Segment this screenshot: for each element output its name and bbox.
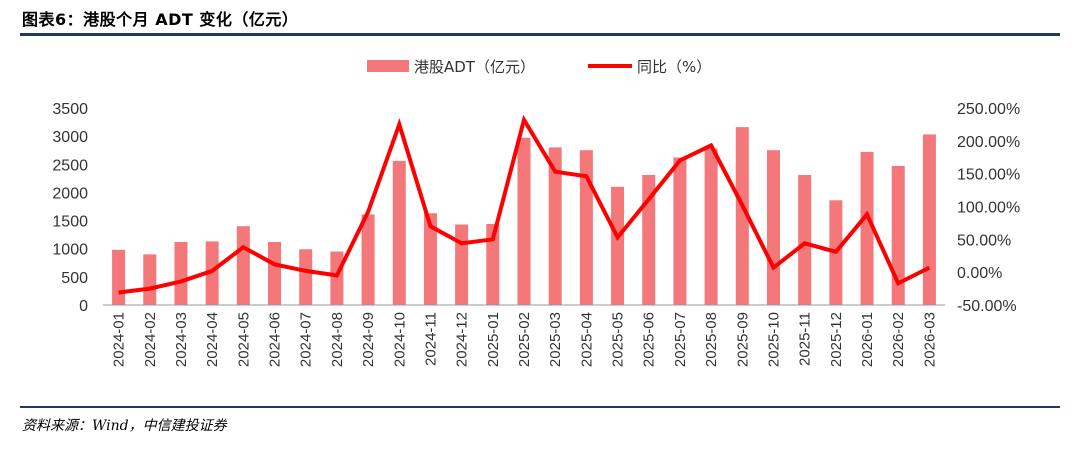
x-tick-label: 2026-01 bbox=[859, 312, 876, 367]
adt-bar bbox=[236, 226, 250, 305]
figure-title: 图表6：港股个月 ADT 变化（亿元） bbox=[22, 10, 299, 29]
x-tick-label: 2025-09 bbox=[734, 312, 751, 367]
y-left-tick-label: 0 bbox=[79, 298, 88, 315]
y-right-tick-label: 100.00% bbox=[957, 200, 1020, 217]
x-tick-label: 2025-07 bbox=[672, 312, 689, 367]
legend-bar-label: 港股ADT（亿元） bbox=[414, 58, 535, 76]
adt-bar bbox=[205, 241, 219, 305]
adt-bar bbox=[361, 214, 375, 305]
y-right-tick-label: 250.00% bbox=[957, 101, 1020, 118]
y-left-tick-label: 3000 bbox=[52, 129, 88, 146]
x-tick-label: 2025-01 bbox=[485, 312, 502, 367]
y-right-tick-label: 150.00% bbox=[957, 167, 1020, 184]
y-left-tick-label: 1500 bbox=[52, 214, 88, 231]
x-tick-label: 2024-02 bbox=[142, 312, 159, 367]
adt-chart: 港股ADT（亿元） 同比（%） 0 500 1000 1500 2000 2500 3000… bbox=[52, 58, 1020, 367]
y-right-tick-label: 50.00% bbox=[957, 232, 1011, 249]
adt-bar bbox=[455, 224, 469, 305]
x-tick-label: 2026-03 bbox=[921, 312, 938, 367]
x-tick-label: 2025-10 bbox=[765, 312, 782, 367]
bar-series bbox=[112, 127, 936, 305]
adt-bar bbox=[548, 147, 562, 305]
x-axis: 2024-01 2024-02 2024-03 2024-04 2024-05 2024-… bbox=[111, 312, 939, 367]
x-tick-label: 2024-07 bbox=[298, 312, 315, 367]
x-tick-label: 2025-02 bbox=[516, 312, 533, 367]
adt-bar bbox=[891, 165, 905, 305]
x-tick-label: 2024-10 bbox=[391, 312, 408, 367]
adt-bar bbox=[517, 137, 531, 305]
y-left-tick-label: 500 bbox=[61, 270, 88, 287]
adt-bar bbox=[642, 174, 656, 305]
adt-bar bbox=[174, 241, 188, 305]
y-right-tick-label: 200.00% bbox=[957, 134, 1020, 151]
adt-bar bbox=[798, 174, 812, 305]
adt-bar bbox=[704, 148, 718, 305]
x-tick-label: 2024-04 bbox=[204, 312, 221, 367]
adt-bar bbox=[112, 249, 126, 305]
legend: 港股ADT（亿元） 同比（%） bbox=[367, 58, 711, 76]
left-axis: 0 500 1000 1500 2000 2500 3000 3500 bbox=[52, 101, 88, 315]
adt-bar bbox=[579, 150, 593, 305]
adt-bar bbox=[735, 127, 749, 305]
x-tick-label: 2026-02 bbox=[890, 312, 907, 367]
adt-bar bbox=[766, 150, 780, 305]
adt-bar bbox=[268, 241, 282, 305]
adt-bar bbox=[611, 186, 625, 305]
adt-bar bbox=[486, 223, 500, 305]
adt-bar bbox=[860, 151, 874, 305]
adt-bar bbox=[330, 251, 344, 305]
source-note: 资料来源：Wind，中信建投证券 bbox=[22, 418, 227, 434]
x-tick-label: 2024-01 bbox=[111, 312, 128, 367]
x-tick-label: 2025-03 bbox=[547, 312, 564, 367]
yoy-line bbox=[118, 114, 931, 295]
top-rule bbox=[20, 33, 1060, 36]
right-axis: -50.00% 0.00% 50.00% 100.00% 150.00% 200.00% 2… bbox=[957, 101, 1020, 315]
y-left-tick-label: 2500 bbox=[52, 157, 88, 174]
y-right-tick-label: 0.00% bbox=[957, 265, 1002, 282]
y-left-tick-label: 3500 bbox=[52, 101, 88, 118]
x-tick-label: 2025-12 bbox=[828, 312, 845, 367]
x-tick-label: 2025-06 bbox=[641, 312, 658, 367]
x-tick-label: 2025-05 bbox=[610, 312, 627, 367]
x-tick-label: 2025-04 bbox=[578, 312, 595, 367]
x-tick-label: 2024-05 bbox=[235, 312, 252, 367]
y-left-tick-label: 1000 bbox=[52, 242, 88, 259]
x-tick-label: 2024-11 bbox=[422, 312, 439, 366]
x-tick-label: 2025-11 bbox=[797, 312, 814, 366]
y-right-tick-label: -50.00% bbox=[957, 298, 1017, 315]
adt-bar bbox=[922, 134, 936, 305]
adt-bar bbox=[673, 157, 687, 305]
x-tick-label: 2024-06 bbox=[267, 312, 284, 367]
adt-bar bbox=[423, 213, 437, 305]
x-tick-label: 2024-03 bbox=[173, 312, 190, 367]
legend-line-label: 同比（%） bbox=[637, 58, 711, 76]
adt-bar bbox=[143, 254, 157, 305]
x-tick-label: 2024-12 bbox=[454, 312, 471, 367]
x-tick-label: 2024-09 bbox=[360, 312, 377, 367]
adt-bar bbox=[299, 249, 313, 305]
legend-bar-swatch bbox=[367, 60, 409, 72]
bottom-rule bbox=[20, 406, 1060, 408]
y-left-tick-label: 2000 bbox=[52, 185, 88, 202]
adt-bar bbox=[392, 160, 406, 305]
x-tick-label: 2025-08 bbox=[703, 312, 720, 367]
x-tick-label: 2024-08 bbox=[329, 312, 346, 367]
